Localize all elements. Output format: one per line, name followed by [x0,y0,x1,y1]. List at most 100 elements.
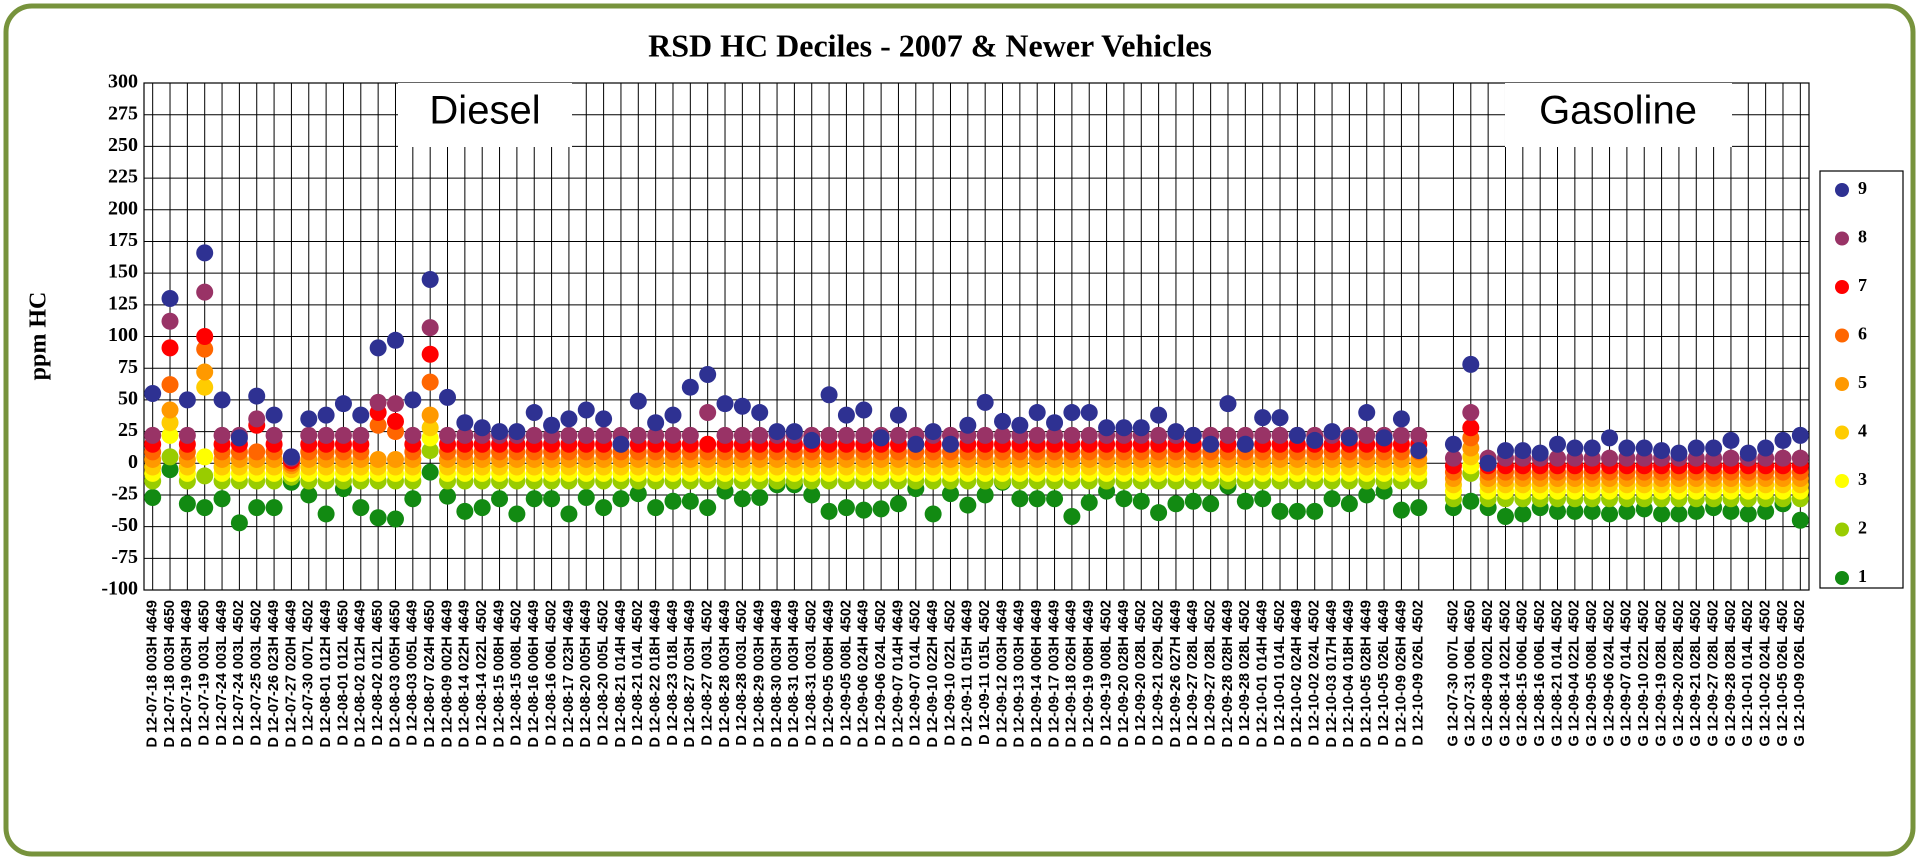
x-tick-label: D 12-08-21 014L 4502 [630,600,646,746]
point [1098,419,1116,437]
point [1306,431,1324,449]
x-tick-label: D 12-08-27 003H 4649 [682,600,698,748]
point [1722,431,1740,449]
point [976,393,994,411]
point [161,414,179,432]
x-tick-label: D 12-09-10 022H 4649 [925,600,941,748]
x-tick-label: G 12-08-16 006L 4502 [1532,600,1548,746]
x-tick-label: D 12-10-04 018H 4649 [1341,600,1357,748]
x-tick-label: D 12-08-29 003H 4649 [752,600,768,748]
x-tick-label: D 12-09-06 024H 4649 [856,600,872,748]
point [196,467,214,485]
point [525,426,543,444]
point [144,426,162,444]
gasoline-box [1505,83,1732,147]
x-tick-label: D 12-09-27 028L 4649 [1185,600,1201,746]
x-tick-label: D 12-08-03 005L 4649 [405,600,421,746]
x-tick-label: G 12-09-28 028L 4502 [1723,600,1739,746]
point [699,366,717,384]
point [439,487,457,505]
point [248,387,266,405]
point [178,391,196,409]
x-tick-label: D 12-07-24 003L 4502 [231,600,247,746]
point [1254,490,1272,508]
point [1046,414,1064,432]
point [560,410,578,428]
point [196,378,214,396]
point [386,331,404,349]
marks [144,244,1809,532]
point [855,501,873,519]
x-tick-label: D 12-08-22 018H 4649 [647,600,663,748]
point [508,423,526,441]
point [1462,419,1480,437]
x-tick-label: G 12-10-09 026L 4502 [1792,600,1808,746]
x-tick-label: G 12-07-30 007L 4502 [1445,600,1461,746]
point [1288,502,1306,520]
x-tick-label: G 12-08-21 014L 4502 [1549,600,1565,746]
point [248,410,266,428]
x-tick-label: G 12-08-15 006L 4502 [1515,600,1531,746]
point [751,488,769,506]
legend-marker [1835,328,1849,343]
legend-label: 7 [1858,275,1867,295]
point [352,406,370,424]
x-tick-label: D 12-08-16 006L 4502 [543,600,559,746]
point [1184,492,1202,510]
x-tick-label: D 12-07-27 020H 4649 [283,600,299,748]
point [1271,426,1289,444]
point [161,289,179,307]
point [1791,426,1809,444]
x-tick-label: G 12-08-09 002L 4502 [1480,600,1496,746]
point [421,419,439,437]
x-tick-label: G 12-09-19 028L 4502 [1653,600,1669,746]
point [855,426,873,444]
point [647,414,665,432]
plot-border [143,82,1810,591]
legend-label: 5 [1858,372,1867,392]
x-tick-label: D 12-10-02 024H 4649 [1289,600,1305,748]
point [1410,442,1428,460]
point [1705,439,1723,457]
point [265,406,283,424]
point [1271,502,1289,520]
x-tick-label: D 12-10-03 017H 4649 [1324,600,1340,748]
point [1167,423,1185,441]
x-tick-label: G 12-10-02 024L 4502 [1757,600,1773,746]
point [161,376,179,394]
point [1288,426,1306,444]
point [1323,423,1341,441]
point [1167,495,1185,513]
point [456,426,474,444]
point [334,395,352,413]
point [1392,426,1410,444]
point [699,499,717,517]
point [1254,409,1272,427]
x-tick-label: D 12-10-05 026L 4649 [1376,600,1392,746]
point [889,426,907,444]
point [560,426,578,444]
y-tick-label: -25 [111,483,138,505]
y-tick-label: 75 [118,356,138,378]
point [1653,505,1671,523]
x-tick-label: D 12-08-17 023H 4649 [561,600,577,748]
point [525,404,543,422]
point [265,426,283,444]
point [317,505,335,523]
point [421,463,439,481]
x-tick-label: D 12-08-30 003H 4649 [769,600,785,748]
point [1046,426,1064,444]
point [1410,426,1428,444]
point [1462,492,1480,510]
x-tick-label: D 12-10-05 028H 4649 [1359,600,1375,748]
point [1496,507,1514,525]
x-tick-label: D 12-07-18 003H 4649 [145,600,161,748]
point [768,423,786,441]
point [1549,449,1567,467]
point [1115,419,1133,437]
point [404,391,422,409]
x-tick-label: D 12-10-01 014H 4649 [1255,600,1271,748]
point [161,426,179,444]
legend-label: 3 [1858,469,1867,489]
point [1358,426,1376,444]
